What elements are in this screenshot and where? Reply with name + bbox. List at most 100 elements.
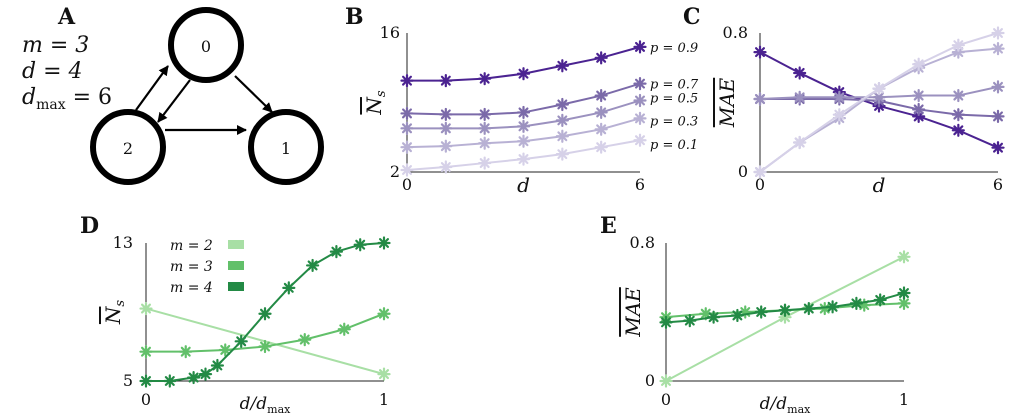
data-point	[377, 307, 391, 321]
data-point	[753, 165, 767, 179]
data-point	[633, 133, 647, 147]
data-point	[832, 108, 846, 122]
data-point	[282, 281, 296, 295]
data-point	[706, 310, 721, 324]
x-tick-min: 0	[141, 390, 151, 409]
param-d: d = 4	[22, 59, 83, 84]
node-0-label: 0	[201, 37, 211, 56]
chart-c: 0 0.8 0 6 d MAE	[715, 23, 1005, 197]
series-m4	[659, 286, 911, 329]
data-point	[516, 134, 531, 148]
data-point	[139, 301, 153, 316]
data-point	[633, 40, 647, 54]
data-point	[730, 308, 745, 323]
data-point	[832, 90, 846, 104]
data-point	[912, 109, 926, 124]
data-point	[951, 38, 965, 52]
data-point	[179, 345, 193, 359]
data-point	[991, 109, 1005, 124]
data-point	[594, 105, 608, 120]
edge-0-2	[157, 79, 191, 123]
data-point	[825, 300, 840, 314]
x-axis-label: d	[873, 173, 886, 197]
data-point	[594, 122, 608, 136]
x-axis-label: d/dmax	[240, 394, 291, 416]
panel-label-e: E	[600, 213, 617, 239]
y-axis-label: Ns	[101, 300, 128, 326]
data-point	[439, 160, 453, 174]
legend-label: m = 4	[170, 280, 213, 296]
x-tick-min: 0	[402, 175, 412, 194]
node-0	[168, 7, 244, 83]
data-point	[659, 315, 673, 329]
data-point	[594, 88, 608, 103]
series-m4	[139, 236, 391, 388]
series-p0-3	[400, 111, 647, 154]
data-point	[516, 119, 531, 133]
panel-label-d: D	[80, 213, 99, 239]
panel-label-b: B	[345, 4, 364, 30]
panel-label-a: A	[57, 4, 76, 30]
data-point	[163, 374, 177, 388]
data-point	[594, 140, 608, 154]
data-point	[912, 57, 926, 71]
data-point	[478, 121, 492, 135]
data-point	[633, 111, 647, 125]
panel-a: A m = 3 d = 4 dmax = 6 0 1 2	[22, 4, 324, 185]
series-label: p = 0.1	[650, 138, 698, 153]
data-point	[633, 77, 647, 91]
data-point	[337, 322, 351, 336]
x-tick-min: 0	[755, 175, 765, 194]
data-point	[198, 367, 213, 381]
data-point	[659, 374, 673, 388]
data-point	[516, 152, 531, 166]
data-point	[793, 90, 807, 104]
data-point	[555, 147, 569, 161]
series-p0-5	[753, 80, 1005, 106]
data-point	[793, 135, 807, 150]
data-point	[555, 97, 569, 112]
data-point	[793, 66, 807, 80]
chart-b: 2 16 0 6 d Ns p = 0.9 p = 0.7p = 0.5 p = 0.3 p = …	[362, 23, 699, 197]
x-tick-max: 6	[993, 175, 1003, 194]
data-point	[897, 286, 911, 300]
series-p0-7	[400, 77, 647, 122]
data-point	[555, 129, 569, 143]
y-tick-min: 0	[645, 371, 655, 390]
legend-label: m = 2	[170, 238, 213, 254]
series-m3	[139, 307, 391, 359]
x-tick-max: 6	[635, 175, 645, 194]
node-1-label: 1	[281, 139, 291, 158]
data-point	[400, 163, 414, 177]
data-point	[872, 81, 886, 96]
x-tick-max: 1	[899, 390, 909, 409]
data-point	[478, 156, 492, 170]
data-point	[439, 107, 453, 122]
edge-2-0	[135, 65, 169, 111]
data-point	[683, 314, 697, 328]
data-point	[951, 108, 965, 122]
data-point	[873, 293, 887, 307]
series-p0-1	[753, 26, 1005, 179]
param-dmax: dmax = 6	[22, 85, 112, 113]
y-axis-label: MAE	[715, 77, 739, 128]
data-point	[516, 67, 531, 81]
data-point	[951, 88, 965, 103]
data-point	[400, 121, 414, 135]
data-point	[439, 121, 453, 135]
data-point	[353, 238, 367, 252]
data-point	[439, 74, 453, 88]
series-p0-9	[400, 40, 647, 88]
data-point	[555, 59, 569, 73]
data-point	[377, 236, 391, 250]
data-point	[139, 374, 153, 388]
y-tick-max: 13	[113, 233, 133, 252]
series-p0-5	[400, 93, 647, 135]
data-point	[139, 345, 153, 359]
data-point	[258, 339, 272, 354]
data-point	[298, 333, 312, 347]
data-point	[753, 92, 767, 106]
legend-swatch	[228, 261, 244, 270]
data-point	[633, 93, 647, 108]
